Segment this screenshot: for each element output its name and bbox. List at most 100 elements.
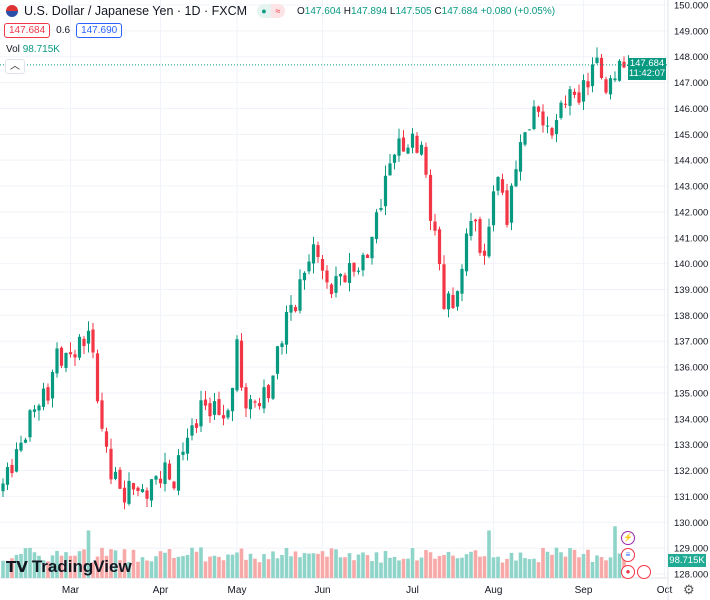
volume-bar	[554, 547, 559, 578]
candle-body	[1, 483, 5, 492]
x-tick-label: Oct	[657, 585, 673, 596]
volume-bar	[370, 561, 374, 578]
volume-bar	[37, 555, 41, 578]
volume-bar	[208, 556, 212, 578]
us-flag-event-icon[interactable]: ≡	[621, 548, 635, 562]
volume-bar	[284, 548, 289, 578]
y-tick-label: 142.000	[674, 207, 708, 218]
candle-body	[41, 388, 46, 407]
volume-bar	[145, 560, 149, 578]
candle-body	[262, 387, 266, 409]
candle-body	[374, 212, 379, 239]
candle-body	[379, 208, 383, 210]
volume-bar	[518, 552, 523, 578]
candle-body	[68, 352, 73, 355]
volume-bar	[104, 555, 109, 578]
candle-body	[527, 129, 532, 131]
volume-bar	[140, 557, 145, 578]
volume-bar	[5, 561, 10, 578]
volume-bar	[253, 558, 257, 578]
candle-body	[293, 307, 298, 312]
candle-body	[280, 343, 284, 348]
volume-bar	[433, 558, 437, 578]
volume-bar	[221, 560, 226, 578]
volume-bar	[437, 555, 442, 578]
candle-body	[514, 169, 518, 187]
candle-body	[167, 463, 172, 480]
volume-bar	[298, 557, 302, 578]
volume-bar	[68, 555, 73, 578]
usd-jpy-flag-icon	[6, 5, 18, 17]
candle-body	[329, 284, 334, 295]
x-tick-label: Jul	[406, 585, 419, 596]
candle-body	[361, 254, 365, 271]
candle-body	[86, 330, 91, 344]
candle-body	[244, 387, 248, 409]
collapse-chevron-up-icon[interactable]: ︿	[5, 59, 25, 74]
buy-button[interactable]: 147.690	[76, 23, 123, 38]
volume-bar	[545, 551, 550, 578]
x-tick-label: Jun	[314, 585, 330, 596]
y-tick-label: 132.000	[674, 466, 708, 477]
volume-bar	[77, 551, 82, 578]
x-tick-label: May	[228, 585, 247, 596]
y-tick-label: 139.000	[674, 285, 708, 296]
candle-body	[275, 346, 280, 374]
candle-body	[298, 279, 302, 311]
volume-bar	[406, 558, 410, 578]
symbol-title[interactable]: U.S. Dollar / Japanese Yen · 1D · FXCM	[24, 4, 248, 18]
candle-body	[190, 425, 194, 436]
candle-body	[604, 79, 608, 93]
volume-bar	[334, 549, 338, 578]
volume-bar	[608, 557, 613, 578]
volume-bar	[496, 556, 500, 578]
candle-body	[221, 415, 226, 419]
volume-bar	[109, 549, 113, 578]
volume-bar	[595, 555, 599, 578]
y-tick-label: 134.000	[674, 414, 708, 425]
volume-bar	[311, 553, 316, 578]
volume-bar	[523, 558, 527, 578]
volume-bar	[343, 557, 347, 578]
volume-legend: Vol 98.715K	[6, 44, 60, 55]
volume-bar	[410, 548, 415, 578]
y-tick-label: 146.000	[674, 104, 708, 115]
volume-bar	[1, 560, 5, 578]
volume-bar	[203, 561, 208, 578]
volume-bar	[41, 560, 46, 578]
candle-body	[320, 259, 325, 271]
gear-icon[interactable]: ⚙	[683, 582, 695, 597]
event-icon[interactable]	[637, 565, 651, 579]
x-tick-label: Sep	[575, 585, 593, 596]
dividend-event-icon[interactable]: ●	[621, 565, 635, 579]
candle-body	[487, 226, 491, 257]
volume-bar	[23, 548, 28, 578]
candle-body	[415, 135, 419, 153]
lightning-event-icon[interactable]: ⚡	[621, 531, 635, 545]
volume-bar	[235, 552, 239, 578]
candle-body	[383, 175, 388, 207]
volume-bar	[158, 551, 163, 578]
volume-bar	[568, 547, 572, 578]
x-tick-label: Aug	[485, 585, 503, 596]
sell-button[interactable]: 147.684	[4, 23, 51, 38]
candle-body	[113, 471, 118, 479]
volume-bar	[347, 553, 352, 578]
candle-body	[307, 261, 311, 272]
candle-body	[118, 469, 122, 489]
candle-body	[95, 353, 100, 402]
volume-bar	[262, 554, 266, 578]
candle-body	[437, 229, 442, 265]
candle-body	[424, 146, 428, 175]
volume-bar	[590, 561, 595, 578]
candle-body	[455, 291, 460, 307]
market-status[interactable]: ● ≈	[257, 4, 286, 18]
volume-bar	[217, 556, 221, 578]
tradingview-logo[interactable]: 𝗧𝗩 TradingView	[6, 557, 132, 576]
volume-bar	[586, 549, 590, 578]
candle-body	[397, 138, 401, 156]
candle-body	[172, 481, 176, 489]
volume-bar	[316, 553, 320, 578]
candle-body	[460, 268, 464, 294]
